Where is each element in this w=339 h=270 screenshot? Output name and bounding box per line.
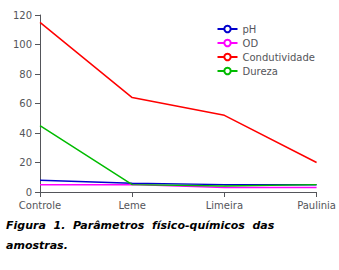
svg-text:0: 0 [26, 187, 32, 198]
svg-text:amostras.: amostras. [6, 239, 68, 252]
svg-text:Limeira: Limeira [206, 200, 243, 211]
svg-text:40: 40 [19, 128, 32, 139]
svg-text:Paulinia: Paulinia [297, 200, 336, 211]
svg-text:80: 80 [19, 69, 32, 80]
svg-text:Leme: Leme [118, 200, 145, 211]
svg-text:60: 60 [19, 98, 32, 109]
svg-text:100: 100 [13, 39, 32, 50]
svg-text:OD: OD [243, 38, 259, 49]
svg-text:Dureza: Dureza [243, 66, 278, 77]
svg-text:120: 120 [13, 10, 32, 21]
svg-text:pH: pH [243, 24, 257, 35]
svg-text:Condutividade: Condutividade [243, 52, 315, 63]
svg-text:Controle: Controle [19, 200, 61, 211]
svg-text:20: 20 [19, 157, 32, 168]
svg-text:Figura 1. Parâmetros físico: Figura 1. Parâmetros físico-químicos das [6, 219, 275, 232]
